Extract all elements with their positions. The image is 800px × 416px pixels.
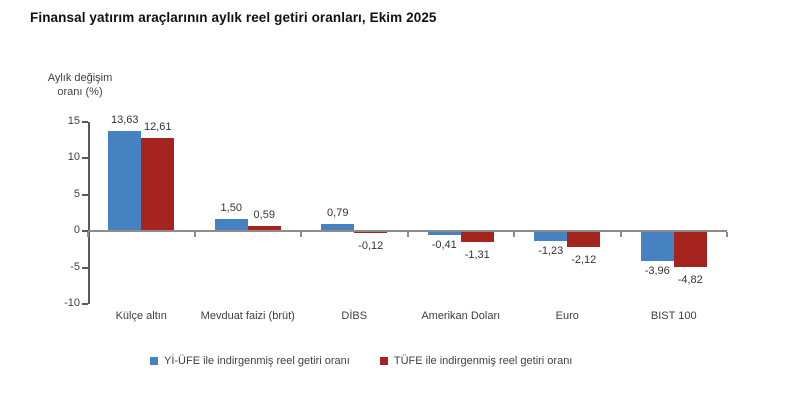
x-axis-category-label: Mevduat faizi (brüt)	[200, 310, 295, 322]
bar-value-label: -1,23	[538, 244, 564, 257]
bar-tufe	[354, 232, 388, 233]
bar-value-label: -4,82	[677, 274, 703, 287]
x-axis-baseline	[88, 230, 727, 232]
legend-swatch-icon	[150, 357, 158, 365]
x-axis-category-label: Amerikan Doları	[421, 310, 501, 322]
x-axis-boundary-tick	[406, 232, 409, 237]
x-axis-boundary-tick	[619, 232, 622, 237]
legend-label: Yİ-ÜFE ile indirgenmiş reel getiri oranı	[164, 355, 350, 367]
bar-value-label: -0,12	[358, 239, 384, 252]
bar-value-label: -3,96	[644, 264, 670, 277]
bar-yiufe	[427, 232, 461, 235]
x-axis-category-label: Euro	[555, 310, 579, 322]
bar-tufe	[247, 225, 281, 230]
x-axis-boundary-tick	[513, 232, 515, 237]
bar-tufe	[141, 137, 175, 230]
y-axis-tick	[82, 266, 88, 269]
bar-value-label: 13,63	[110, 113, 139, 126]
bar-value-label: -0,41	[431, 238, 457, 251]
bar-yiufe	[108, 130, 142, 230]
y-axis-tick-label: 15	[67, 114, 80, 127]
legend-item-tufe: TÜFE ile indirgenmiş reel getiri oranı	[379, 355, 573, 367]
chart-title: Finansal yatırım araçlarının aylık reel …	[30, 10, 437, 25]
bar-tufe	[673, 232, 707, 268]
y-axis-tick-label: 10	[67, 151, 80, 163]
legend-label: TÜFE ile indirgenmiş reel getiri oranı	[393, 355, 573, 367]
legend-swatch-icon	[379, 357, 388, 365]
x-axis-boundary-tick	[87, 232, 89, 237]
y-axis-tick	[82, 157, 88, 159]
y-axis-tick	[82, 120, 88, 123]
bar-value-label: 0,59	[253, 208, 275, 221]
bar-yiufe	[534, 232, 568, 241]
legend-item-yiufe: Yİ-ÜFE ile indirgenmiş reel getiri oranı	[150, 355, 350, 367]
bar-tufe	[460, 232, 494, 242]
y-axis-tick	[82, 230, 88, 232]
x-axis-boundary-tick	[193, 232, 196, 237]
bar-value-label: -1,31	[464, 248, 490, 261]
y-axis-tick-label: -10	[64, 297, 80, 309]
bar-tufe	[567, 232, 601, 248]
legend: Yİ-ÜFE ile indirgenmiş reel getiri oranı…	[150, 355, 572, 367]
x-axis-category-label: Külçe altın	[115, 310, 167, 322]
bar-value-label: 0,79	[327, 207, 349, 220]
bar-value-label: 1,50	[220, 202, 242, 215]
x-axis-category-label: BIST 100	[650, 310, 697, 322]
y-axis-tick-label: 5	[73, 187, 80, 200]
bar-yiufe	[321, 224, 355, 230]
y-axis-tick-label: -5	[70, 260, 80, 273]
y-axis-line	[88, 121, 90, 304]
bar-value-label: 12,61	[143, 120, 172, 133]
y-axis-tick	[82, 193, 88, 196]
bar-yiufe	[214, 219, 248, 230]
y-axis-title: Aylık değişim oranı (%)	[47, 72, 113, 98]
x-axis-boundary-tick	[726, 232, 728, 237]
y-axis-tick-label: 0	[73, 224, 80, 236]
x-axis-category-label: DİBS	[341, 310, 368, 322]
x-axis-boundary-tick	[300, 232, 302, 237]
bar-value-label: -2,12	[571, 254, 597, 267]
bar-yiufe	[640, 232, 674, 261]
y-axis-tick	[82, 303, 88, 305]
